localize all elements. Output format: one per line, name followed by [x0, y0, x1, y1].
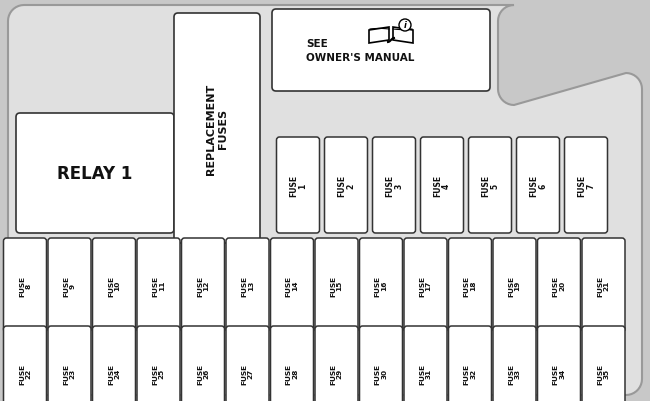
- FancyBboxPatch shape: [16, 114, 174, 233]
- Text: FUSE
10: FUSE 10: [108, 275, 120, 296]
- FancyBboxPatch shape: [3, 326, 47, 401]
- Text: FUSE
18: FUSE 18: [464, 275, 476, 296]
- FancyBboxPatch shape: [181, 326, 224, 401]
- FancyBboxPatch shape: [276, 138, 320, 233]
- FancyBboxPatch shape: [137, 326, 180, 401]
- FancyBboxPatch shape: [404, 239, 447, 332]
- Text: FUSE
16: FUSE 16: [375, 275, 387, 296]
- Text: FUSE
7: FUSE 7: [577, 174, 595, 196]
- Text: FUSE
30: FUSE 30: [375, 363, 387, 384]
- Text: FUSE
25: FUSE 25: [152, 363, 164, 384]
- Text: FUSE
21: FUSE 21: [597, 275, 610, 296]
- Polygon shape: [8, 6, 642, 395]
- Text: FUSE
20: FUSE 20: [553, 275, 565, 296]
- Text: FUSE
3: FUSE 3: [385, 174, 403, 196]
- FancyBboxPatch shape: [493, 326, 536, 401]
- Text: FUSE
31: FUSE 31: [419, 363, 432, 384]
- Text: i: i: [404, 21, 406, 30]
- Text: FUSE
24: FUSE 24: [108, 363, 120, 384]
- Text: FUSE
5: FUSE 5: [481, 174, 499, 196]
- Text: FUSE
1: FUSE 1: [289, 174, 307, 196]
- FancyBboxPatch shape: [181, 239, 224, 332]
- Text: SEE
OWNER'S MANUAL: SEE OWNER'S MANUAL: [306, 39, 415, 63]
- Text: FUSE
14: FUSE 14: [286, 275, 298, 296]
- Text: FUSE
2: FUSE 2: [337, 174, 355, 196]
- Text: FUSE
13: FUSE 13: [241, 275, 254, 296]
- FancyBboxPatch shape: [582, 239, 625, 332]
- Text: Fuse-Box.info: Fuse-Box.info: [92, 174, 298, 279]
- FancyBboxPatch shape: [270, 326, 313, 401]
- FancyBboxPatch shape: [359, 326, 402, 401]
- FancyBboxPatch shape: [448, 239, 491, 332]
- FancyBboxPatch shape: [272, 10, 490, 92]
- Text: FUSE
17: FUSE 17: [419, 275, 432, 296]
- FancyBboxPatch shape: [469, 138, 512, 233]
- FancyBboxPatch shape: [582, 326, 625, 401]
- FancyBboxPatch shape: [3, 239, 47, 332]
- FancyBboxPatch shape: [372, 138, 415, 233]
- Circle shape: [399, 20, 411, 32]
- Text: FUSE
8: FUSE 8: [19, 275, 31, 296]
- Text: FUSE
29: FUSE 29: [330, 363, 343, 384]
- FancyBboxPatch shape: [137, 239, 180, 332]
- FancyBboxPatch shape: [92, 326, 135, 401]
- Text: FUSE
34: FUSE 34: [553, 363, 565, 384]
- Text: FUSE
33: FUSE 33: [508, 363, 521, 384]
- FancyBboxPatch shape: [226, 326, 269, 401]
- Text: RELAY 1: RELAY 1: [57, 164, 133, 182]
- Text: FUSE
4: FUSE 4: [433, 174, 451, 196]
- FancyBboxPatch shape: [538, 326, 580, 401]
- FancyBboxPatch shape: [404, 326, 447, 401]
- FancyBboxPatch shape: [517, 138, 560, 233]
- FancyBboxPatch shape: [538, 239, 580, 332]
- Polygon shape: [393, 28, 413, 44]
- FancyBboxPatch shape: [270, 239, 313, 332]
- Text: FUSE
35: FUSE 35: [597, 363, 610, 384]
- FancyBboxPatch shape: [564, 138, 608, 233]
- FancyBboxPatch shape: [92, 239, 135, 332]
- FancyBboxPatch shape: [359, 239, 402, 332]
- FancyBboxPatch shape: [315, 239, 358, 332]
- FancyBboxPatch shape: [493, 239, 536, 332]
- FancyBboxPatch shape: [48, 326, 91, 401]
- Text: FUSE
23: FUSE 23: [64, 363, 75, 384]
- FancyBboxPatch shape: [315, 326, 358, 401]
- Text: FUSE
32: FUSE 32: [464, 363, 476, 384]
- FancyBboxPatch shape: [448, 326, 491, 401]
- Polygon shape: [369, 28, 389, 44]
- FancyBboxPatch shape: [174, 14, 260, 243]
- FancyBboxPatch shape: [324, 138, 367, 233]
- Text: FUSE
27: FUSE 27: [241, 363, 254, 384]
- FancyBboxPatch shape: [48, 239, 91, 332]
- Text: FUSE
26: FUSE 26: [197, 363, 209, 384]
- FancyBboxPatch shape: [421, 138, 463, 233]
- Text: FUSE
15: FUSE 15: [330, 275, 343, 296]
- Text: FUSE
9: FUSE 9: [64, 275, 75, 296]
- FancyBboxPatch shape: [226, 239, 269, 332]
- Text: FUSE
6: FUSE 6: [529, 174, 547, 196]
- Text: FUSE
11: FUSE 11: [152, 275, 164, 296]
- Text: FUSE
28: FUSE 28: [286, 363, 298, 384]
- Text: FUSE
12: FUSE 12: [197, 275, 209, 296]
- Text: REPLACEMENT
FUSES: REPLACEMENT FUSES: [206, 83, 228, 174]
- Text: FUSE
19: FUSE 19: [508, 275, 521, 296]
- Text: FUSE
22: FUSE 22: [19, 363, 31, 384]
